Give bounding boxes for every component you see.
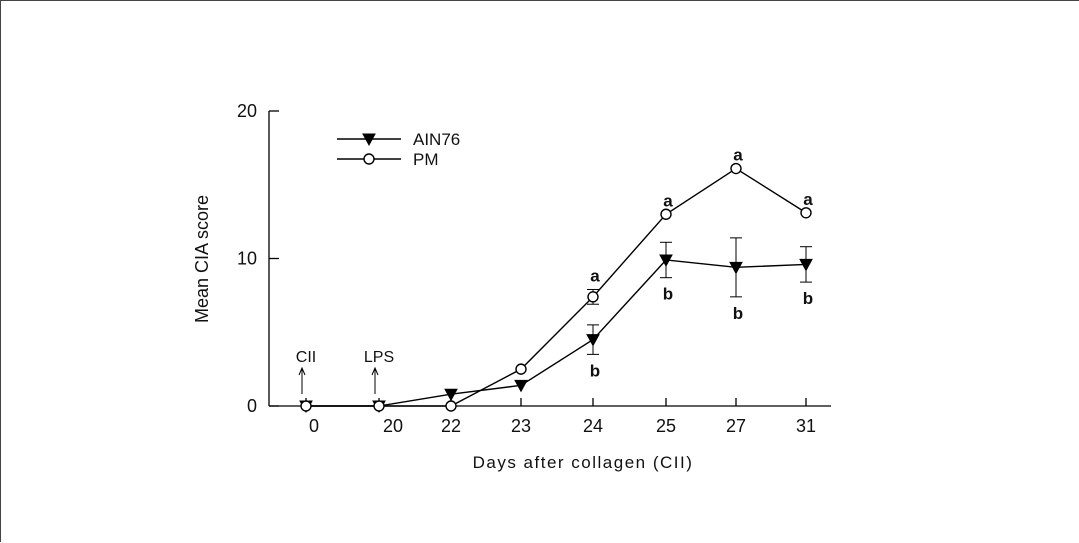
data-point-ain76 [659,254,673,268]
y-tick-label: 0 [247,396,257,416]
series-line-pm [306,167,807,407]
significance-letter-a: a [590,266,600,285]
x-tick-label: 0 [309,416,319,436]
data-point-ain76 [799,258,813,272]
data-point-pm [373,400,385,412]
data-point-ain76 [586,334,600,347]
legend-label: PM [413,150,439,169]
legend-marker-pm [363,153,375,165]
annotation-label: CII [296,349,316,366]
x-tick-label: 24 [583,416,603,436]
data-point-pm [445,400,457,412]
significance-letter-b: b [663,285,673,304]
y-tick-label: 20 [237,101,257,121]
significance-letter-a: a [733,146,743,165]
x-tick-label: 27 [726,416,746,436]
annotation-label: LPS [364,349,394,366]
legend-label: AIN76 [413,130,460,149]
significance-letter-a: a [803,190,813,209]
y-axis-label: Mean CIA score [192,195,212,323]
data-point-pm [515,363,527,375]
significance-letter-b: b [733,304,743,323]
data-point-ain76 [444,388,458,402]
data-point-pm [300,400,312,412]
data-point-ain76 [729,261,743,275]
data-point-pm [587,291,599,303]
x-axis-label: Days after collagen (CII) [473,453,694,472]
legend-marker-ain76 [362,133,376,147]
x-tick-label: 31 [796,416,816,436]
x-tick-label: 20 [383,416,403,436]
annotation-arrowhead [298,366,306,376]
data-point-pm [800,207,812,219]
significance-letter-b: b [590,361,600,380]
y-tick-label: 10 [237,249,257,269]
series-line-ain76 [306,259,807,407]
data-point-ain76 [514,379,528,393]
significance-letter-a: a [663,191,673,210]
data-point-pm [730,162,742,175]
significance-letter-b: b [803,289,813,308]
data-point-pm [660,208,672,220]
x-tick-label: 23 [511,416,531,436]
x-tick-label: 22 [441,416,461,436]
annotation-arrowhead [371,366,379,376]
x-tick-label: 25 [656,416,676,436]
